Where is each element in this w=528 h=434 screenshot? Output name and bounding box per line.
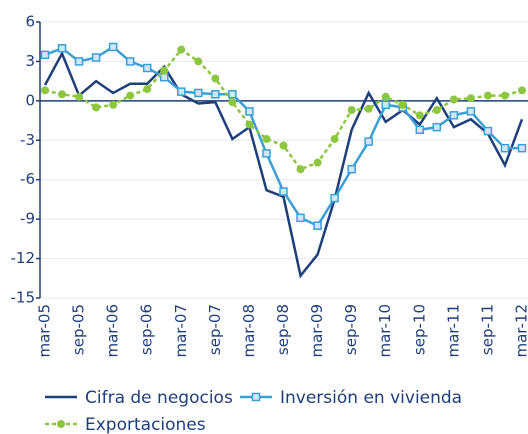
x-tick-label: sep-08 (274, 304, 292, 355)
marker (364, 104, 373, 113)
marker (142, 63, 152, 73)
marker (41, 86, 49, 95)
marker (313, 221, 322, 230)
marker (432, 106, 441, 115)
legend-marker (251, 392, 261, 402)
marker (245, 107, 254, 116)
x-tick-label: sep-11 (478, 304, 496, 355)
marker (126, 91, 135, 100)
marker (211, 74, 220, 83)
x-tick-label: mar-09 (308, 304, 326, 358)
x-tick-label: sep-09 (342, 304, 360, 355)
y-tick-label: 6 (25, 13, 35, 31)
marker (415, 111, 424, 120)
marker (296, 213, 305, 223)
x-tick-label: mar-10 (376, 304, 394, 358)
x-tick-label: mar-07 (172, 304, 190, 358)
y-tick-label: -6 (20, 170, 35, 188)
marker (125, 57, 135, 66)
marker (228, 98, 237, 107)
marker (296, 165, 305, 174)
marker (381, 100, 390, 110)
y-tick-label: -9 (20, 210, 35, 228)
legend-label: Exportaciones (85, 415, 206, 434)
y-tick-label: 0 (25, 91, 35, 109)
marker (313, 158, 322, 167)
legend-marker (57, 420, 65, 428)
x-tick-label: sep-10 (410, 304, 428, 355)
marker (518, 86, 526, 95)
marker (177, 87, 186, 96)
marker (517, 143, 527, 153)
x-tick-label: sep-05 (70, 304, 88, 355)
legend-label: Cifra de negocios (85, 388, 233, 408)
marker (109, 100, 118, 109)
marker (92, 103, 101, 112)
marker (449, 95, 458, 104)
marker (75, 92, 84, 101)
marker (143, 85, 152, 94)
marker (466, 107, 476, 116)
marker (74, 57, 84, 66)
marker (483, 126, 493, 136)
y-tick-label: -15 (11, 289, 36, 307)
x-tick-label: mar-11 (444, 304, 462, 358)
marker (108, 42, 118, 52)
marker (160, 66, 169, 75)
marker (466, 94, 475, 103)
marker (330, 134, 339, 143)
marker (245, 120, 254, 129)
marker (91, 53, 101, 62)
x-tick-label: mar-08 (240, 304, 258, 358)
marker (500, 143, 510, 153)
marker (58, 90, 67, 99)
series-line (43, 50, 524, 279)
marker (194, 57, 203, 66)
y-tick-label: 3 (25, 52, 35, 70)
marker (364, 137, 373, 146)
x-tick-label: sep-06 (138, 304, 156, 355)
marker (194, 88, 203, 98)
marker (262, 134, 271, 143)
x-tick-label: mar-12 (513, 304, 528, 358)
marker (279, 141, 288, 150)
marker (381, 92, 390, 101)
marker (500, 91, 509, 100)
marker (415, 125, 425, 135)
marker (177, 45, 186, 54)
marker (40, 50, 50, 60)
y-tick-label: -3 (20, 131, 35, 149)
marker (279, 187, 288, 196)
marker (347, 106, 356, 115)
y-tick-label: -12 (11, 249, 36, 267)
x-tick-label: sep-07 (206, 304, 224, 355)
x-tick-label: mar-05 (36, 304, 54, 358)
marker (330, 193, 339, 203)
marker (262, 149, 271, 158)
series-line (44, 47, 523, 171)
legend-label: Inversión en vivienda (280, 388, 462, 408)
marker (483, 91, 492, 100)
marker (398, 100, 407, 109)
marker (432, 122, 442, 132)
x-tick-label: mar-06 (104, 304, 122, 358)
marker (228, 90, 237, 99)
marker (449, 111, 459, 120)
marker (211, 90, 220, 99)
marker (57, 44, 67, 53)
marker (347, 164, 356, 174)
